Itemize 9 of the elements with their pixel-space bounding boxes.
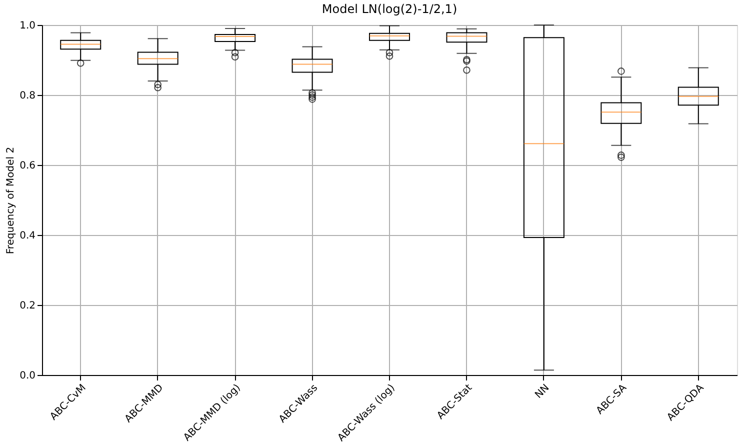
y-tick-label: 0.2 bbox=[20, 300, 36, 312]
y-tick-label: 0.8 bbox=[20, 90, 36, 102]
y-axis-title: Frequency of Model 2 bbox=[6, 146, 17, 254]
y-tick-label: 0.6 bbox=[20, 160, 36, 172]
y-tick-label: 0.4 bbox=[20, 230, 36, 242]
chart-title: Model LN(log(2)-1/2,1) bbox=[322, 2, 458, 16]
y-tick-label: 1.0 bbox=[20, 20, 36, 32]
y-tick-label: 0.0 bbox=[20, 370, 36, 382]
x-tick-label: NN bbox=[533, 382, 552, 401]
